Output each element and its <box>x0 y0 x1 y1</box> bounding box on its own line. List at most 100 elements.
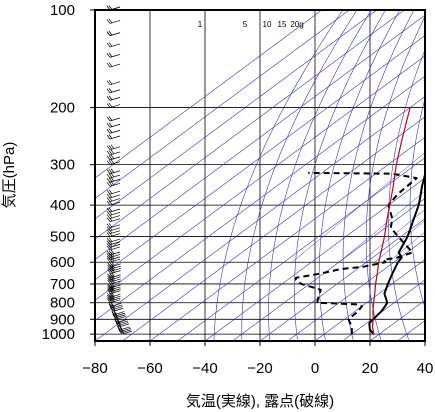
wind-barb <box>106 62 121 68</box>
wind-barb-flag <box>107 277 111 283</box>
wind-barb-flag <box>106 258 111 263</box>
wind-barb-flag <box>116 317 120 323</box>
wind-barb-flag <box>107 262 111 268</box>
wind-barb-flag <box>106 207 111 213</box>
pressure-tick-label: 200 <box>50 100 75 117</box>
pressure-tick-label: 100 <box>50 2 75 19</box>
wind-barb <box>106 189 121 195</box>
wind-barb-flag <box>107 287 111 292</box>
dry-adiabat-line <box>213 10 344 341</box>
wind-barb-flag <box>106 150 111 156</box>
wind-barb-flag <box>108 181 113 187</box>
isotherm-line <box>95 10 323 179</box>
isotherm-line <box>95 10 350 199</box>
dry-adiabat-line <box>342 10 415 341</box>
wind-barb-flag <box>106 169 111 174</box>
dry-adiabat-line <box>293 10 386 341</box>
isotherm-line <box>95 55 425 301</box>
wind-barb-flag <box>108 223 113 228</box>
wind-barb-flag <box>109 273 113 278</box>
mixing-ratio-line <box>338 190 425 263</box>
temperature-tick-label: −40 <box>192 360 217 377</box>
pressure-tick-label: 1000 <box>42 326 75 343</box>
wind-barb-flag <box>108 128 113 133</box>
temperature-profile-line <box>368 168 425 335</box>
wind-barb <box>117 326 131 332</box>
wind-barb-flag <box>108 102 113 108</box>
wind-barb <box>115 320 129 326</box>
wind-barb-flag <box>106 134 111 140</box>
wind-barb <box>106 52 121 58</box>
pressure-tick-label: 500 <box>50 229 75 246</box>
wind-barb-flag <box>114 318 118 323</box>
wind-barb-flag <box>108 134 113 139</box>
dry-adiabat-line <box>388 49 425 341</box>
wind-barb-flag <box>107 267 111 272</box>
pressure-tick-label: 700 <box>50 276 75 293</box>
wind-barb-flag <box>109 294 113 299</box>
temperature-tick-label: −20 <box>247 360 272 377</box>
temperature-tick-label: 0 <box>311 360 319 377</box>
wind-barb-flag <box>106 42 111 48</box>
wind-barb-flag <box>112 313 116 318</box>
wind-barb-flag <box>106 173 111 179</box>
wind-barb-flag <box>109 305 113 310</box>
wind-barb-flag <box>114 313 118 318</box>
wind-barb-flag <box>107 285 111 291</box>
wind-barb-flag <box>113 309 117 315</box>
wind-barb-flag <box>106 255 111 261</box>
wind-barb-flag <box>109 285 113 290</box>
wind-barb-flag <box>108 122 113 127</box>
wind-barb <box>106 42 121 48</box>
wind-barb <box>114 319 129 325</box>
wind-barb-flag <box>106 145 111 151</box>
wind-barb-flag <box>117 322 122 327</box>
wind-barb-flag <box>109 262 113 267</box>
wind-barb-flag <box>106 123 111 128</box>
dry-adiabat-line <box>241 10 358 341</box>
isotherm-line <box>342 279 425 341</box>
wind-barb-flag <box>109 292 113 298</box>
wind-barb-flag <box>108 150 113 155</box>
wind-barb-flag <box>111 261 115 267</box>
wind-barb-flag <box>107 298 111 303</box>
wind-barb <box>106 223 121 229</box>
wind-barb <box>106 144 121 151</box>
dewpoint-profile-line <box>294 171 418 335</box>
wind-barb-flag <box>116 319 121 324</box>
wind-barb-flag <box>108 30 113 36</box>
wind-barb-flag <box>106 245 111 251</box>
mixing-ratio-line <box>360 208 425 263</box>
wind-barb-flag <box>110 149 115 155</box>
mixing-ratio-label: 10 <box>263 20 272 29</box>
wind-barb-flag <box>106 243 111 248</box>
wind-barb-flag <box>108 237 113 242</box>
wind-barb <box>106 168 121 175</box>
wind-barb-flag <box>106 19 111 24</box>
wind-barb <box>118 328 132 334</box>
wind-barb-flag <box>108 88 113 93</box>
wind-barb-flag <box>106 96 111 101</box>
isotherm-line <box>204 177 425 341</box>
grid-layer <box>95 10 425 341</box>
wind-barb-flag <box>115 322 120 328</box>
wind-barb <box>106 249 121 256</box>
wind-barb-flag <box>107 289 111 294</box>
wind-barb-flag <box>107 269 111 274</box>
wind-barb-flag <box>106 223 111 229</box>
wind-barb-flag <box>106 103 111 108</box>
mixing-ratio-label: 20g <box>290 20 303 29</box>
wind-barb <box>106 154 121 161</box>
wind-barb <box>112 313 126 319</box>
isotherm-line <box>232 198 425 341</box>
dry-adiabat-line <box>318 10 401 341</box>
wind-barb-flag <box>108 250 113 255</box>
wind-barb-layer <box>106 5 133 335</box>
wind-barb-flag <box>119 326 124 331</box>
wind-barb-flag <box>118 329 123 335</box>
isotherm-line <box>177 157 425 341</box>
wind-barb-flag <box>106 116 111 122</box>
wind-barb-flag <box>112 315 117 320</box>
parcel-profile-line <box>371 107 411 335</box>
